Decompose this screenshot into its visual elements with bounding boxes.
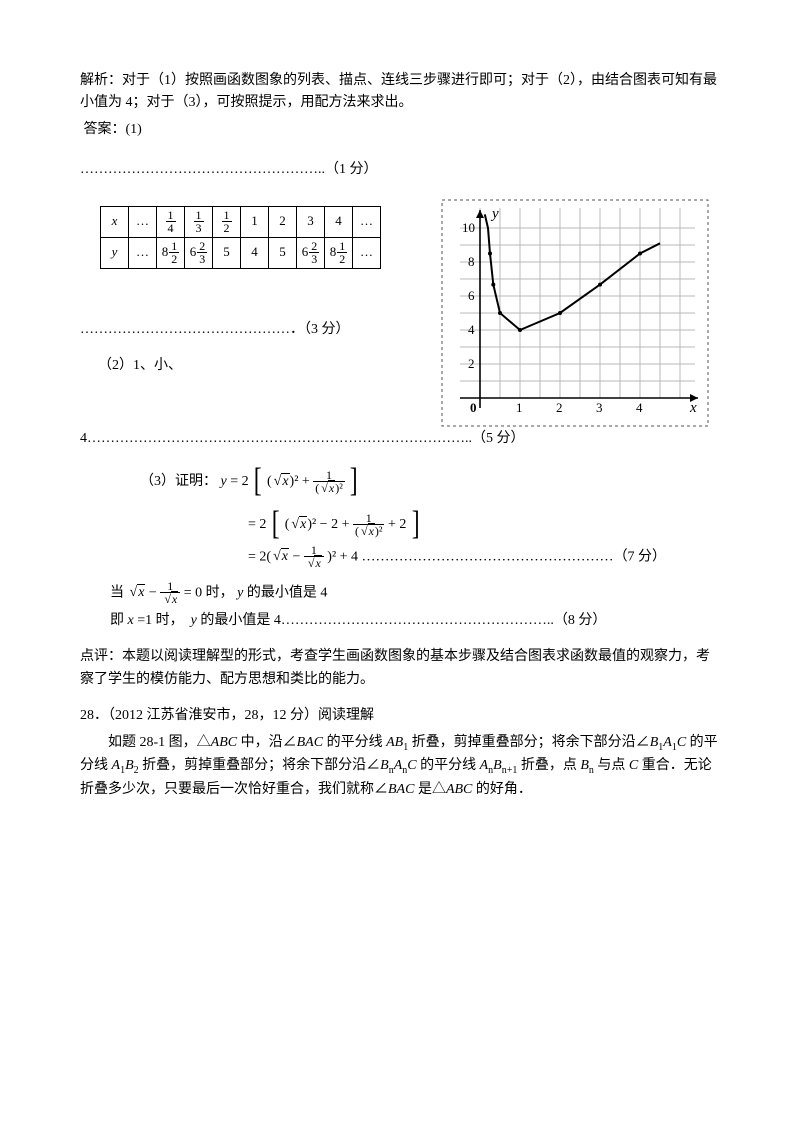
q28-body: 如题 28-1 图，△ABC 中，沿∠BAC 的平分线 AB1 折叠，剪掉重叠部… xyxy=(80,732,720,802)
table-row: y … 812 623 5 4 5 623 812 … xyxy=(101,237,381,268)
cell: 5 xyxy=(213,237,241,268)
score-1: （1 分） xyxy=(325,162,378,177)
xy-table: x … 14 13 12 1 2 3 4 … y … 812 623 5 4 5… xyxy=(100,206,381,269)
svg-text:2: 2 xyxy=(556,400,563,415)
final-line: 即 x =1 时， y 的最小值是 4…………………………………………………..… xyxy=(110,610,720,632)
proof-line-2: = 2 [ (x)² − 2 + 1(x)² + 2 ] xyxy=(248,501,720,538)
score-8: （8 分） xyxy=(554,613,607,628)
svg-text:8: 8 xyxy=(468,254,475,269)
left-column: x … 14 13 12 1 2 3 4 … y … 812 623 5 4 5… xyxy=(80,198,420,382)
svg-text:x: x xyxy=(689,400,697,416)
svg-text:y: y xyxy=(490,206,499,222)
cell: 12 xyxy=(213,206,241,237)
cell: 5 xyxy=(269,237,297,268)
cell: 623 xyxy=(297,237,325,268)
svg-text:0: 0 xyxy=(470,400,477,415)
svg-text:4: 4 xyxy=(468,322,475,337)
part2-answer: （2）1、小、 xyxy=(98,355,420,377)
svg-text:2: 2 xyxy=(468,356,475,371)
when-line: 当 x − 1x = 0 时， y 的最小值是 4 xyxy=(110,580,720,606)
cell: 812 xyxy=(157,237,185,268)
proof-line-1: （3）证明： y = 2 [ (x)² + 1(x)² ] xyxy=(140,458,720,495)
cell-x-label: x xyxy=(101,206,129,237)
proof-line-3: = 2(x − 1x )² + 4 ………………………………………………（7 分… xyxy=(248,544,720,570)
cell: 1 xyxy=(241,206,269,237)
cell: 13 xyxy=(185,206,213,237)
score-line-5: 4………………………………………………………………………..（5 分） xyxy=(80,428,720,450)
cell: 4 xyxy=(325,206,353,237)
score-7: （7 分） xyxy=(614,549,667,564)
proof-block: （3）证明： y = 2 [ (x)² + 1(x)² ] = 2 [ (x)²… xyxy=(140,458,720,570)
function-chart: 2 4 6 8 10 0 1 2 3 4 y x xyxy=(440,198,710,428)
cell-y-label: y xyxy=(101,237,129,268)
value-4: 4 xyxy=(80,431,87,446)
analysis-paragraph: 解析：对于（1）按照画函数图象的列表、描点、连线三步骤进行即可；对于（2），由结… xyxy=(80,70,720,115)
table-chart-row: x … 14 13 12 1 2 3 4 … y … 812 623 5 4 5… xyxy=(80,198,720,428)
score-3: （3 分） xyxy=(304,322,350,337)
cell: … xyxy=(353,237,381,268)
svg-text:10: 10 xyxy=(462,220,475,235)
svg-text:6: 6 xyxy=(468,288,475,303)
svg-text:3: 3 xyxy=(596,400,603,415)
q28-header: 28．（2012 江苏省淮安市，28，12 分）阅读理解 xyxy=(80,705,720,727)
svg-text:4: 4 xyxy=(636,400,643,415)
comment-paragraph: 点评：本题以阅读理解型的形式，考查学生画函数图象的基本步骤及结合图表求函数最值的… xyxy=(80,646,720,691)
svg-text:1: 1 xyxy=(516,400,523,415)
chart-column: 2 4 6 8 10 0 1 2 3 4 y x xyxy=(440,198,720,428)
score-line-3: ………………………………………．（3 分） xyxy=(80,319,420,341)
table-row: x … 14 13 12 1 2 3 4 … xyxy=(101,206,381,237)
answer-label-text: 答案：(1) xyxy=(84,122,142,137)
cell: 623 xyxy=(185,237,213,268)
cell: … xyxy=(129,206,157,237)
cell: 2 xyxy=(269,206,297,237)
score-line-1: ……………………………………………..（1 分） xyxy=(80,159,720,181)
cell: 4 xyxy=(241,237,269,268)
answer-label: 答案：(1) xyxy=(80,119,720,141)
cell: … xyxy=(353,206,381,237)
proof-label: （3）证明： xyxy=(140,474,217,489)
cell: 812 xyxy=(325,237,353,268)
cell: … xyxy=(129,237,157,268)
cell: 14 xyxy=(157,206,185,237)
score-5: （5 分） xyxy=(472,431,525,446)
cell: 3 xyxy=(297,206,325,237)
